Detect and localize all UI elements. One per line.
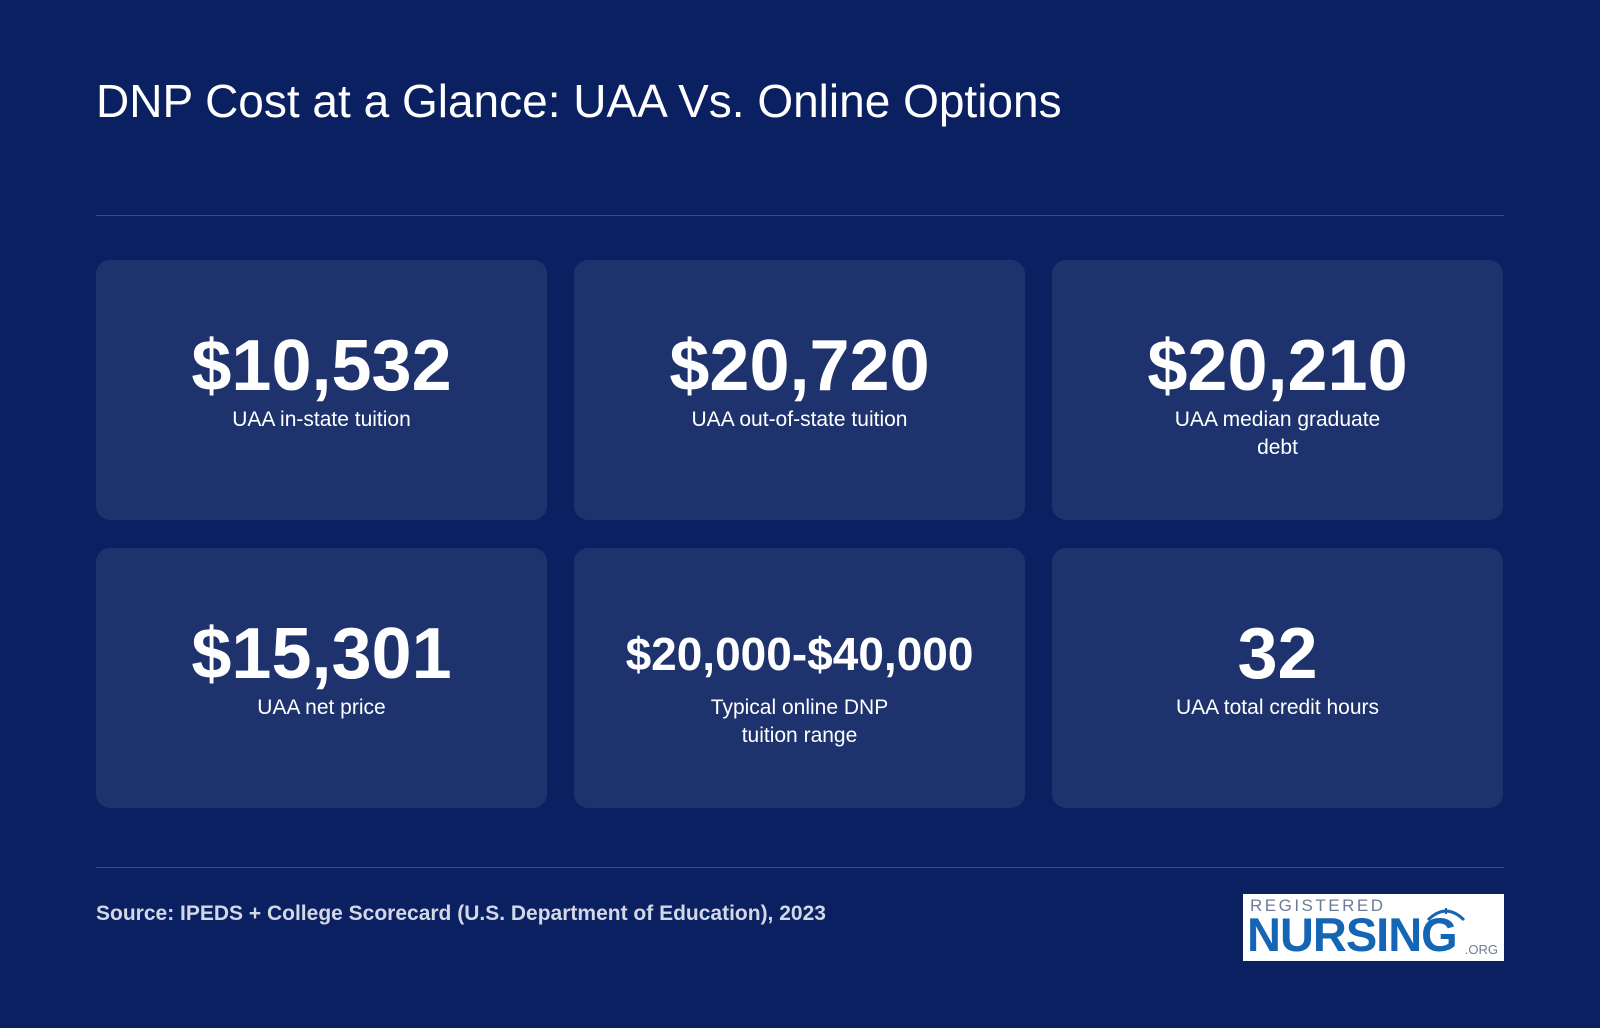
- stats-grid: $10,532 UAA in-state tuition $20,720 UAA…: [96, 260, 1504, 808]
- stat-label: Typical online DNP tuition range: [710, 696, 889, 747]
- stat-label: UAA median graduate debt: [1174, 408, 1381, 459]
- page-title: DNP Cost at a Glance: UAA Vs. Online Opt…: [96, 75, 1062, 127]
- logo-main-text: NURSING: [1247, 908, 1458, 961]
- stat-card-online-tuition-range: $20,000-$40,000 Typical online DNP tuiti…: [574, 548, 1025, 808]
- nurse-cap-icon: [1426, 908, 1466, 922]
- stat-card-median-debt: $20,210 UAA median graduate debt: [1052, 260, 1503, 520]
- logo-suffix: .ORG: [1464, 942, 1498, 957]
- stat-card-credit-hours: 32 UAA total credit hours: [1052, 548, 1503, 808]
- stat-value: 32: [1237, 614, 1318, 694]
- top-divider: [96, 215, 1504, 216]
- stat-value: $15,301: [191, 614, 452, 694]
- stat-label: UAA net price: [257, 696, 386, 719]
- stat-card-net-price: $15,301 UAA net price: [96, 548, 547, 808]
- stat-label: UAA total credit hours: [1175, 696, 1380, 719]
- stat-value: $20,000-$40,000: [625, 628, 974, 680]
- stat-card-in-state-tuition: $10,532 UAA in-state tuition: [96, 260, 547, 520]
- source-note: Source: IPEDS + College Scorecard (U.S. …: [96, 902, 826, 925]
- stat-label: UAA out-of-state tuition: [691, 408, 908, 431]
- stat-label: UAA in-state tuition: [232, 408, 411, 431]
- stat-value: $20,210: [1147, 326, 1408, 406]
- bottom-divider: [96, 867, 1504, 868]
- stat-card-out-of-state-tuition: $20,720 UAA out-of-state tuition: [574, 260, 1025, 520]
- registered-nursing-logo: REGISTERED NURSING .ORG: [1243, 894, 1504, 961]
- stat-value: $10,532: [191, 326, 452, 406]
- logo-top-text: REGISTERED: [1250, 896, 1386, 915]
- stat-value: $20,720: [669, 326, 930, 406]
